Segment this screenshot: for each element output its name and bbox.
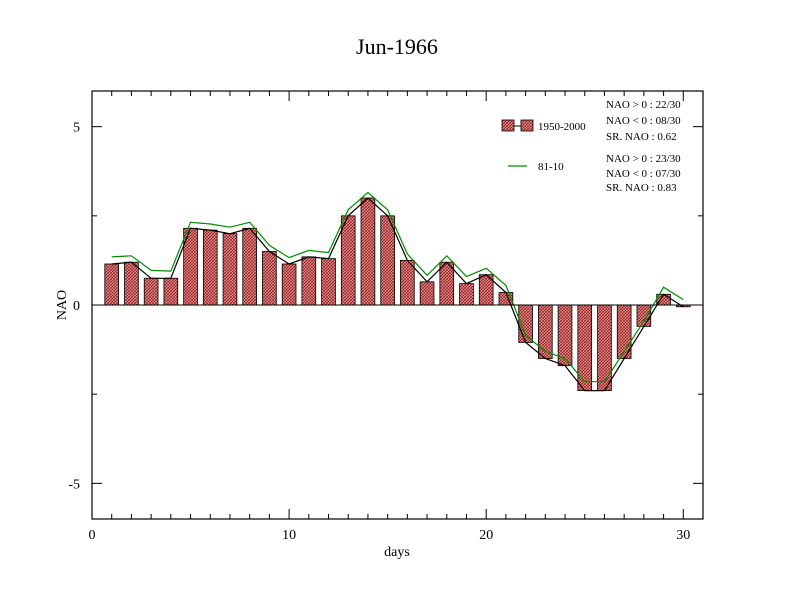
axis-ticks: 0 10 20 30 -5 0 5 xyxy=(68,91,703,543)
bar-day-1 xyxy=(104,263,120,306)
bar-day-8 xyxy=(242,227,257,306)
bar-day-3 xyxy=(143,277,159,306)
y-tick-label-0: 0 xyxy=(73,299,80,314)
legend-label-81-10: 81-10 xyxy=(538,161,564,173)
stat-g2-line3: SR. NAO : 0.83 xyxy=(606,182,677,194)
bar-day-25 xyxy=(577,304,593,391)
bar-day-13 xyxy=(340,215,356,306)
legend-item-line: 81-10 xyxy=(508,161,564,173)
stats-annotations: NAO > 0 : 22/30 NAO < 0 : 08/30 SR. NAO … xyxy=(606,99,681,194)
stat-g2-line1: NAO > 0 : 23/30 xyxy=(606,153,681,165)
bar-day-2 xyxy=(124,261,139,306)
legend-item-bar: 1950-2000 xyxy=(501,119,586,133)
bar-day-10 xyxy=(281,263,297,306)
x-tick-label-0: 0 xyxy=(89,528,96,543)
bar-day-7 xyxy=(222,233,238,306)
legend-bar-swatch-1 xyxy=(501,119,515,132)
bar-day-11 xyxy=(301,256,317,306)
stat-g1-line1: NAO > 0 : 22/30 xyxy=(606,99,681,111)
bar-day-17 xyxy=(419,281,435,306)
stat-g1-line2: NAO < 0 : 08/30 xyxy=(606,115,681,127)
bar-day-4 xyxy=(163,277,179,306)
x-tick-label-30: 30 xyxy=(676,528,690,543)
y-tick-label--5: -5 xyxy=(68,477,80,492)
line-series-group xyxy=(111,191,684,392)
bar-day-9 xyxy=(262,251,277,306)
bar-day-14 xyxy=(360,197,376,306)
legend-label-1950-2000: 1950-2000 xyxy=(538,121,586,133)
bar-day-15 xyxy=(380,215,395,306)
line-series-black xyxy=(111,197,684,392)
stat-g2-line2: NAO < 0 : 07/30 xyxy=(606,168,681,180)
bar-day-23 xyxy=(538,304,553,359)
y-axis-label: NAO xyxy=(55,290,70,320)
bar-day-16 xyxy=(400,260,415,306)
bar-series-1950-2000 xyxy=(104,197,691,391)
legend-bar-swatch-2 xyxy=(520,119,534,132)
line-series-81-10 xyxy=(111,191,684,383)
bar-day-12 xyxy=(321,258,336,306)
y-tick-label-5: 5 xyxy=(73,121,80,136)
bar-day-6 xyxy=(202,229,218,306)
legend: 1950-2000 81-10 xyxy=(501,119,586,173)
bar-day-26 xyxy=(597,304,612,391)
chart-title: Jun-1966 xyxy=(356,34,438,59)
x-axis-label: days xyxy=(384,545,410,560)
bar-day-19 xyxy=(459,283,474,306)
bar-day-18 xyxy=(439,261,455,306)
bar-day-28 xyxy=(636,304,652,327)
x-tick-label-20: 20 xyxy=(479,528,493,543)
stat-g1-line3: SR. NAO : 0.62 xyxy=(606,131,677,143)
x-tick-label-10: 10 xyxy=(282,528,296,543)
